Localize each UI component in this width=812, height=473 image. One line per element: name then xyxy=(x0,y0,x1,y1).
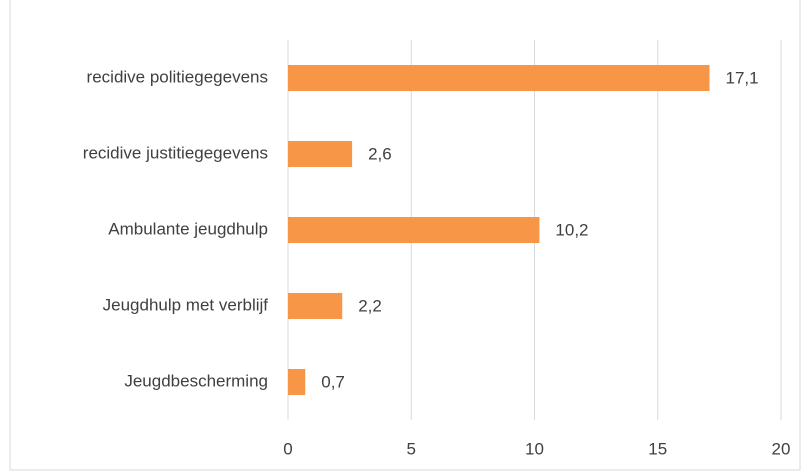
value-label: 17,1 xyxy=(726,68,759,87)
x-tick-label: 5 xyxy=(407,439,416,458)
bar xyxy=(288,217,540,243)
x-tick-label: 15 xyxy=(648,439,667,458)
value-label: 10,2 xyxy=(555,220,588,239)
y-tick-label: recidive politiegegevens xyxy=(87,67,268,86)
value-label: 2,6 xyxy=(368,144,392,163)
bar xyxy=(288,141,353,167)
x-tick-label: 0 xyxy=(283,439,292,458)
bar xyxy=(288,369,306,395)
x-tick-label: 20 xyxy=(772,439,791,458)
x-tick-label: 10 xyxy=(525,439,544,458)
value-label: 0,7 xyxy=(321,372,345,391)
y-tick-label: Jeugdhulp met verblijf xyxy=(103,295,269,314)
y-tick-label: Jeugdbescherming xyxy=(124,371,268,390)
bar xyxy=(288,65,710,91)
value-label: 2,2 xyxy=(358,296,382,315)
bar xyxy=(288,293,343,319)
y-tick-label: recidive justitiegegevens xyxy=(83,143,268,162)
y-tick-label: Ambulante jeugdhulp xyxy=(108,219,268,238)
